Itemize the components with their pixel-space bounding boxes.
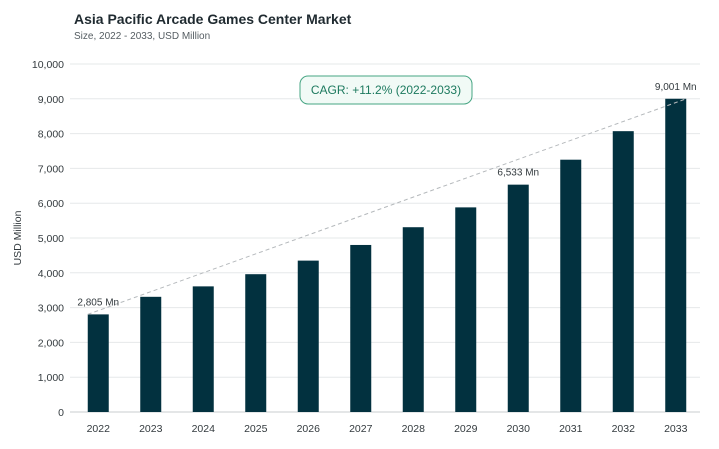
data-label: 2,805 Mn <box>77 297 119 308</box>
chart-title: Asia Pacific Arcade Games Center Market <box>74 11 352 27</box>
x-tick-label: 2026 <box>297 423 321 435</box>
bar <box>402 227 424 412</box>
chart-subtitle: Size, 2022 - 2033, USD Million <box>74 31 211 42</box>
data-label: 9,001 Mn <box>655 82 697 93</box>
bar <box>455 207 477 412</box>
y-tick-label: 2,000 <box>38 337 64 349</box>
bar <box>192 286 214 412</box>
y-tick-label: 1,000 <box>38 372 64 384</box>
y-tick-label: 10,000 <box>32 59 64 71</box>
bar <box>507 184 529 412</box>
bar <box>140 296 162 412</box>
x-tick-label: 2025 <box>244 423 268 435</box>
bar <box>245 274 267 412</box>
trend-line <box>87 98 687 315</box>
x-tick-label: 2030 <box>507 423 531 435</box>
x-tick-label: 2032 <box>612 423 636 435</box>
y-tick-label: 8,000 <box>38 129 64 141</box>
y-tick-label: 6,000 <box>38 198 64 210</box>
x-tick-label: 2022 <box>87 423 111 435</box>
x-tick-label: 2023 <box>139 423 163 435</box>
bar <box>350 244 372 412</box>
x-tick-label: 2028 <box>402 423 426 435</box>
y-tick-label: 3,000 <box>38 303 64 315</box>
cagr-badge <box>299 75 473 105</box>
data-label: 6,533 Mn <box>497 168 539 179</box>
y-tick-label: 4,000 <box>38 268 64 280</box>
bar <box>297 260 319 412</box>
y-tick-label: 9,000 <box>38 94 64 106</box>
bar <box>87 314 109 412</box>
y-tick-label: 5,000 <box>38 233 64 245</box>
bar <box>665 98 687 412</box>
y-axis-label: USD Million <box>12 210 24 265</box>
cagr-label: CAGR: +11.2% (2022-2033) <box>311 83 461 97</box>
x-tick-label: 2024 <box>192 423 216 435</box>
bar <box>612 131 634 412</box>
x-tick-label: 2029 <box>454 423 478 435</box>
x-tick-label: 2031 <box>559 423 583 435</box>
y-tick-label: 0 <box>58 407 64 419</box>
x-tick-label: 2033 <box>664 423 688 435</box>
bar <box>560 159 582 412</box>
x-tick-label: 2027 <box>349 423 373 435</box>
y-tick-label: 7,000 <box>38 163 64 175</box>
